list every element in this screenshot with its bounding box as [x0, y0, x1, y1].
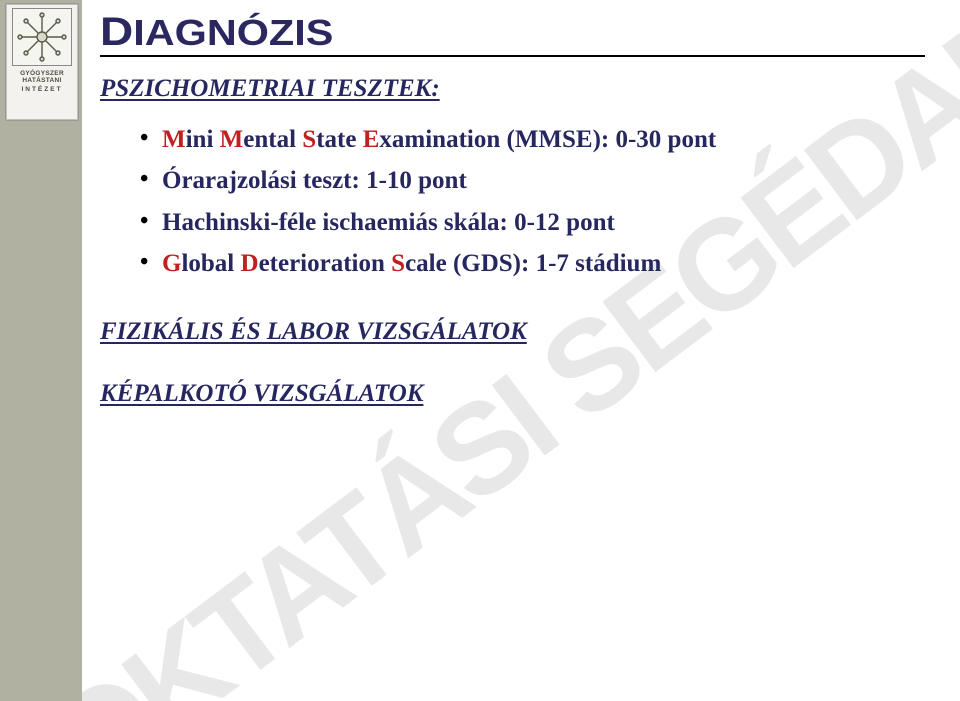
title-underline [100, 55, 925, 57]
list-item: Global Deterioration Scale (GDS): 1-7 st… [140, 243, 940, 284]
logo-icon [12, 8, 72, 66]
section-label-3: KÉPALKOTÓ VIZSGÁLATOK [100, 380, 940, 408]
list-item: Hachinski-féle ischaemiás skála: 0-12 po… [140, 202, 940, 243]
logo-line2: HATÁSTANI [20, 77, 64, 84]
logo: GYÓGYSZER HATÁSTANI INTÉZET [5, 3, 79, 121]
bullet-list: Mini Mental State Examination (MMSE): 0-… [140, 119, 940, 284]
slide-title: DIAGNÓZIS [100, 10, 960, 55]
slide-content: DIAGNÓZIS PSZICHOMETRIAI TESZTEK: Mini M… [100, 10, 940, 424]
sidebar: GYÓGYSZER HATÁSTANI INTÉZET [0, 0, 82, 701]
section-label-1: PSZICHOMETRIAI TESZTEK: [100, 75, 940, 103]
logo-line3: INTÉZET [20, 86, 64, 93]
list-item: Órarajzolási teszt: 1-10 pont [140, 160, 940, 201]
list-item: Mini Mental State Examination (MMSE): 0-… [140, 119, 940, 160]
title-rest: IAGNÓZIS [133, 12, 333, 53]
logo-text: GYÓGYSZER HATÁSTANI INTÉZET [20, 70, 64, 93]
section-label-2: FIZIKÁLIS ÉS LABOR VIZSGÁLATOK [100, 318, 940, 346]
